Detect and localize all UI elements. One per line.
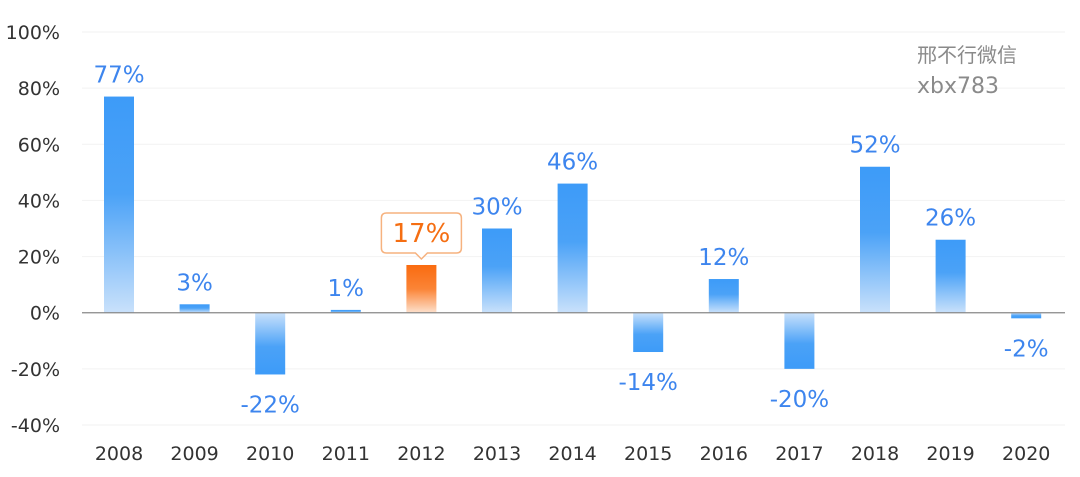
data-label-2018: 52% xyxy=(849,133,900,159)
x-tick-label-2015: 2015 xyxy=(624,443,672,465)
y-tick-label: 60% xyxy=(18,134,60,156)
x-tick-label-2012: 2012 xyxy=(397,443,445,465)
bar-2010 xyxy=(255,312,286,375)
x-tick-label-2011: 2011 xyxy=(322,443,370,465)
data-label-2017: -20% xyxy=(770,387,829,413)
data-label-2016: 12% xyxy=(698,245,749,271)
data-label-2019: 26% xyxy=(925,206,976,232)
bar-2017 xyxy=(784,312,815,369)
data-label-2013: 30% xyxy=(471,195,522,221)
data-label-2008: 77% xyxy=(93,63,144,89)
bar-2016 xyxy=(708,279,739,313)
bar-2020 xyxy=(1011,312,1042,319)
x-tick-label-2020: 2020 xyxy=(1002,443,1050,465)
y-tick-label: 80% xyxy=(18,78,60,100)
bar-2009 xyxy=(179,304,210,313)
data-label-2020: -2% xyxy=(1004,336,1049,362)
y-tick-label: 100% xyxy=(6,22,60,44)
y-tick-label: 40% xyxy=(18,190,60,212)
x-tick-label-2018: 2018 xyxy=(851,443,899,465)
bar-2013 xyxy=(482,228,512,313)
x-tick-label-2009: 2009 xyxy=(170,443,218,465)
data-label-2009: 3% xyxy=(176,270,213,296)
x-tick-label-2019: 2019 xyxy=(926,443,974,465)
data-labels: 77% 3% -22% 1% 17% 30% 46% -14% 12% -20% 52% 26% -2% xyxy=(93,63,1048,419)
data-label-2015: -14% xyxy=(618,370,677,396)
x-tick-label-2010: 2010 xyxy=(246,443,294,465)
y-axis-tick-labels: -40% -20% 0% 20% 40% 60% 80% 100% xyxy=(6,22,60,437)
watermark-line-2: xbx783 xyxy=(917,74,999,99)
bar-2019 xyxy=(935,239,966,313)
bar-2012 xyxy=(406,264,437,313)
x-axis-tick-labels: 2008 2009 2010 2011 2012 2013 2014 2015 2016 2017… xyxy=(95,443,1051,465)
watermark-line-1: 邢不行微信 xyxy=(917,43,1017,67)
highlight-callout-box xyxy=(380,212,463,261)
bar-2018 xyxy=(860,166,890,313)
x-tick-label-2013: 2013 xyxy=(473,443,521,465)
data-label-2011: 1% xyxy=(328,276,365,302)
x-tick-label-2014: 2014 xyxy=(548,443,596,465)
data-label-2012: 17% xyxy=(393,219,451,249)
x-tick-label-2017: 2017 xyxy=(775,443,823,465)
bar-2015 xyxy=(633,312,664,353)
x-tick-label-2016: 2016 xyxy=(700,443,748,465)
y-tick-label: -20% xyxy=(11,359,60,381)
x-tick-label-2008: 2008 xyxy=(95,443,143,465)
bar-2014 xyxy=(557,183,588,313)
data-label-2010: -22% xyxy=(240,392,299,418)
data-label-2014: 46% xyxy=(547,150,598,176)
bar-2011 xyxy=(330,309,361,313)
y-tick-label: 20% xyxy=(18,247,60,269)
bar-2008 xyxy=(104,96,134,313)
bars xyxy=(104,96,1042,375)
y-tick-label: -40% xyxy=(11,415,60,437)
y-tick-label: 0% xyxy=(30,303,60,325)
